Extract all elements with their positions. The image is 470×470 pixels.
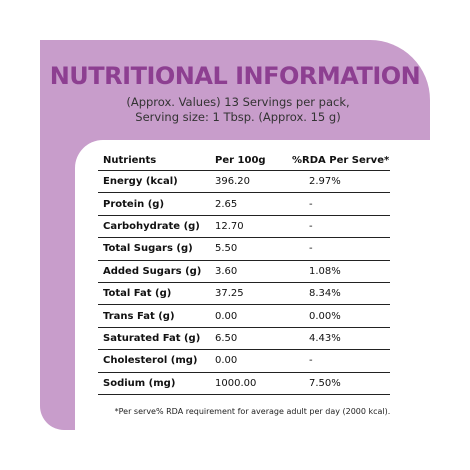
subtitle: Serving size: 1 Tbsp. (Approx. 15 g) [135, 110, 341, 124]
table-cell: Saturated Fat (g) [98, 327, 210, 351]
table-row: Energy (kcal) 396.20 2.97% [98, 170, 390, 194]
table-row: Saturated Fat (g) 6.50 4.43% [98, 327, 390, 351]
table-cell: - [287, 237, 390, 261]
table-cell: Total Sugars (g) [98, 237, 210, 261]
table-cell: 37.25 [210, 282, 287, 306]
table-cell: 7.50% [287, 372, 390, 395]
table-cell: Protein (g) [98, 192, 210, 216]
table-cell: 6.50 [210, 327, 287, 351]
nutrition-table: Nutrients Per 100g %RDA Per Serve* Energy … [98, 150, 390, 395]
header-cell: Nutrients [98, 150, 210, 171]
table-cell: Trans Fat (g) [98, 304, 210, 328]
table-cell: 0.00 [210, 349, 287, 373]
table-row: Protein (g) 2.65- [98, 192, 390, 216]
subtitle: (Approx. Values) 13 Servings per pack, [126, 95, 350, 109]
table-cell: 12.70 [210, 215, 287, 239]
table-cell: Energy (kcal) [98, 170, 210, 194]
title: NUTRITIONAL INFORMATION [49, 62, 421, 90]
table-cell: 2.97% [287, 170, 390, 194]
table-cell: 5.50 [210, 237, 287, 261]
table-cell: 3.60 [210, 260, 287, 283]
table-cell: - [287, 215, 390, 239]
table-row: Sodium (mg) 1000.00 7.50% [98, 372, 390, 395]
table-cell: Sodium (mg) [98, 372, 210, 395]
table-cell: Added Sugars (g) [98, 260, 210, 283]
table-cell: - [287, 349, 390, 373]
table-cell: 1.08% [287, 260, 390, 283]
table-cell: 1000.00 [210, 372, 287, 395]
table-cell: 0.00% [287, 304, 390, 328]
table-cell: 8.34% [287, 282, 390, 306]
table-cell: Total Fat (g) [98, 282, 210, 306]
table-cell: - [287, 192, 390, 216]
table-row: Cholesterol (mg) 0.00- [98, 349, 390, 373]
table-row: Carbohydrate (g) 12.70- [98, 215, 390, 239]
table-cell: Carbohydrate (g) [98, 215, 210, 239]
header-cell: Per 100g [210, 150, 287, 171]
table-cell: 4.43% [287, 327, 390, 351]
table-cell: 0.00 [210, 304, 287, 328]
table-row: Total Fat (g) 37.25 8.34% [98, 282, 390, 306]
table-cell: 396.20 [210, 170, 287, 194]
footnote: *Per serve% RDA requirement for average … [114, 407, 391, 416]
table-row: Total Sugars (g) 5.50- [98, 237, 390, 261]
table-cell: Cholesterol (mg) [98, 349, 210, 373]
header-cell: %RDA Per Serve* [287, 150, 390, 171]
header-row: Nutrients Per 100g %RDA Per Serve* [98, 150, 390, 171]
table-cell: 2.65 [210, 192, 287, 216]
table-row: Trans Fat (g) 0.00 0.00% [98, 304, 390, 328]
table-row: Added Sugars (g) 3.60 1.08% [98, 260, 390, 283]
